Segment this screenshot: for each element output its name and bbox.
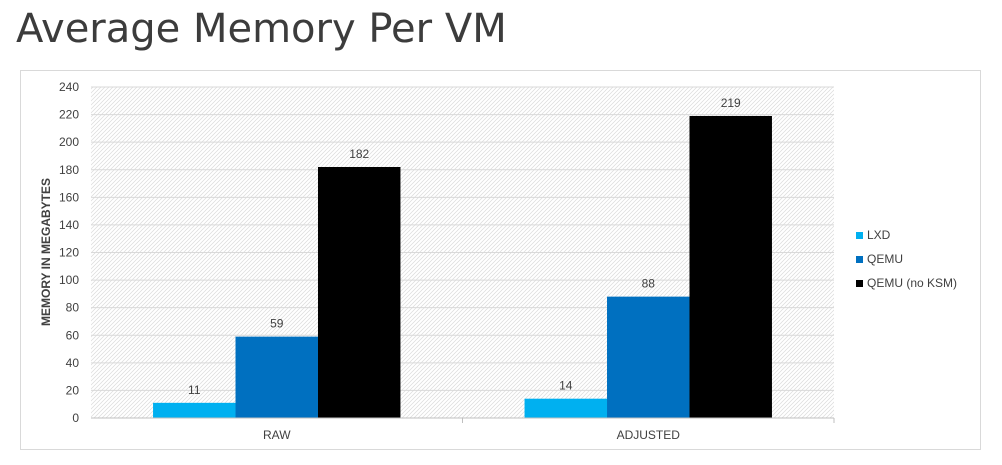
data-label: 88 <box>642 277 656 291</box>
legend-label: QEMU <box>867 252 903 266</box>
y-tick-label: 0 <box>72 411 79 425</box>
y-tick-label: 40 <box>66 356 80 370</box>
legend-swatch <box>856 232 863 239</box>
y-tick-label: 60 <box>66 328 80 342</box>
x-tick-label: ADJUSTED <box>617 428 681 442</box>
y-tick-label: 180 <box>59 163 79 177</box>
data-label: 219 <box>721 96 741 110</box>
data-label: 11 <box>188 383 201 397</box>
bar-qemu-raw <box>235 336 318 418</box>
y-tick-label: 220 <box>59 108 79 122</box>
data-label: 14 <box>559 379 573 393</box>
data-labels: 11 59 182 14 88 219 <box>188 96 741 397</box>
bar-qemu-no-ksm-adjusted <box>689 115 772 419</box>
y-axis-title: MEMORY IN MEGABYTES <box>39 178 53 326</box>
legend: LXD QEMU QEMU (no KSM) <box>856 228 957 290</box>
legend-label: LXD <box>867 228 891 242</box>
y-tick-label: 100 <box>59 273 79 287</box>
data-label: 59 <box>270 317 284 331</box>
legend-swatch <box>856 256 863 263</box>
y-tick-label: 160 <box>59 190 79 204</box>
y-tick-label: 80 <box>66 301 80 315</box>
y-tick-label: 240 <box>59 80 79 94</box>
bars <box>153 115 772 419</box>
chart-container: 11 59 182 14 88 219 0 20 40 60 80 100 120 140 160 180 2… <box>20 70 981 450</box>
legend-swatch <box>856 280 863 287</box>
y-tick-label: 120 <box>59 246 79 260</box>
axes: 0 20 40 60 80 100 120 140 160 180 200 220 240 RAW ADJU… <box>59 80 835 442</box>
y-tick-label: 140 <box>59 218 79 232</box>
bar-qemu-no-ksm-raw <box>317 166 401 418</box>
legend-label: QEMU (no KSM) <box>867 276 957 290</box>
bar-lxd-raw <box>153 402 236 418</box>
bar-qemu-adjusted <box>607 296 690 418</box>
bar-lxd-adjusted <box>524 398 608 418</box>
data-label: 182 <box>349 147 369 161</box>
bar-chart: 11 59 182 14 88 219 0 20 40 60 80 100 120 140 160 180 2… <box>39 80 957 442</box>
page-title: Average Memory Per VM <box>16 6 507 52</box>
y-tick-label: 20 <box>66 383 80 397</box>
y-tick-label: 200 <box>59 135 79 149</box>
x-tick-label: RAW <box>263 428 291 442</box>
